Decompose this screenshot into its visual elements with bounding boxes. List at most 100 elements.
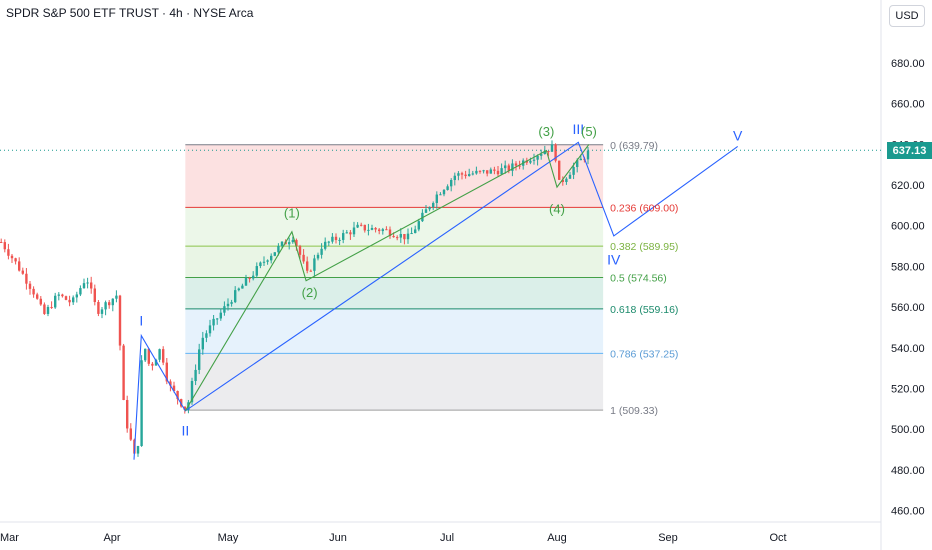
price-tick-label: 500.00 [891, 424, 925, 436]
candle-body [302, 254, 305, 262]
candle-body [547, 151, 550, 153]
candle-body [446, 186, 449, 190]
candle-body [115, 295, 118, 299]
candle-body [21, 270, 24, 274]
candle-body [36, 294, 39, 299]
candle-body [252, 275, 255, 279]
candle-body [104, 302, 107, 310]
candle-body [205, 333, 208, 338]
candle-body [432, 202, 435, 208]
candle-body [388, 229, 392, 237]
elliott-wave-lines[interactable] [133, 141, 739, 460]
time-axis[interactable]: Mar Apr May Jun Jul Aug Sep Oct [0, 532, 787, 544]
candle-body [468, 174, 471, 177]
candle-body [554, 144, 557, 161]
candle-body [399, 233, 402, 238]
candle-body [226, 303, 230, 307]
candle-body [478, 170, 482, 172]
candle-body [475, 170, 478, 174]
candle-body [356, 224, 359, 228]
candle-body [338, 239, 341, 241]
fib-zone-0.236 [185, 207, 604, 247]
intermediate-wave-path [184, 144, 590, 412]
candle-body [3, 242, 6, 250]
candle-body [576, 160, 579, 168]
candle-body [144, 348, 147, 361]
last-price-tag: 637.13 [887, 142, 932, 159]
candle-body [248, 278, 251, 280]
candle-body [39, 298, 42, 305]
candle-body [442, 189, 446, 195]
candle-body [140, 360, 143, 446]
candle-body [255, 266, 258, 276]
candle-body [64, 296, 68, 300]
fibonacci-retracement[interactable] [185, 144, 604, 411]
candle-body [464, 174, 467, 177]
candle-body [568, 174, 572, 179]
candle-body [406, 233, 410, 240]
currency-button[interactable]: USD [889, 5, 925, 27]
fib-level-0.5-label: 0.5 (574.56) [610, 272, 667, 284]
candle-body [82, 283, 86, 289]
candle-body [244, 278, 248, 286]
fib-level-0.618-label: 0.618 (559.16) [610, 304, 678, 316]
candle-body [543, 151, 546, 155]
candle-body [154, 359, 158, 366]
candle-body [306, 261, 309, 271]
price-tick-label: 560.00 [891, 302, 925, 314]
candle-body [190, 381, 194, 403]
fib-zone-0 [185, 144, 604, 208]
candle-body [471, 173, 474, 175]
candle-body [93, 288, 96, 302]
candle-body [32, 288, 35, 295]
candle-body [111, 298, 114, 306]
candle-body [417, 221, 420, 230]
candle-body [320, 248, 323, 255]
candle-body [370, 227, 374, 230]
candle-body [460, 173, 464, 175]
candle-body [237, 288, 240, 291]
candle-body [194, 369, 197, 382]
price-tick-label: 520.00 [891, 383, 925, 395]
candle-body [86, 282, 89, 284]
candle-body [158, 349, 161, 360]
price-axis[interactable]: 680.00660.00640.00620.00600.00580.00560.… [891, 58, 925, 518]
fib-zone-0.786 [185, 353, 604, 411]
candle-body [216, 318, 219, 320]
price-tick-label: 620.00 [891, 180, 925, 192]
candle-body [61, 294, 64, 297]
time-tick-label: Apr [103, 532, 120, 544]
wave-label-I: I [139, 312, 143, 328]
price-tick-label: 580.00 [891, 261, 925, 273]
candle-body [183, 406, 186, 410]
candle-body [529, 160, 532, 163]
wave-label-1: (1) [284, 206, 300, 221]
candle-body [122, 345, 125, 401]
candle-body [151, 363, 154, 366]
price-tick-label: 680.00 [891, 58, 925, 70]
candle-body [136, 445, 140, 454]
candle-body [327, 241, 330, 243]
candle-body [504, 165, 507, 169]
candle-body [558, 160, 561, 180]
candle-body [230, 302, 233, 304]
candle-body [403, 233, 406, 240]
candle-body [162, 349, 165, 363]
time-tick-label: Jul [440, 532, 454, 544]
candle-body [334, 236, 338, 241]
candle-body [414, 229, 417, 234]
time-tick-label: Oct [769, 532, 786, 544]
candle-body [259, 262, 262, 267]
fib-level-0.382-label: 0.382 (589.95) [610, 241, 678, 253]
candle-body [579, 158, 582, 161]
fibonacci-labels: 0 (639.79) 0.236 (609.00) 0.382 (589.95) 0.… [610, 140, 678, 417]
fib-zone-0.382 [185, 246, 604, 278]
time-tick-label: May [218, 532, 239, 544]
candle-body [165, 362, 168, 382]
candle-body [212, 318, 215, 326]
price-tick-label: 460.00 [891, 506, 925, 518]
candle-body [79, 288, 82, 295]
candle-body [309, 270, 312, 272]
